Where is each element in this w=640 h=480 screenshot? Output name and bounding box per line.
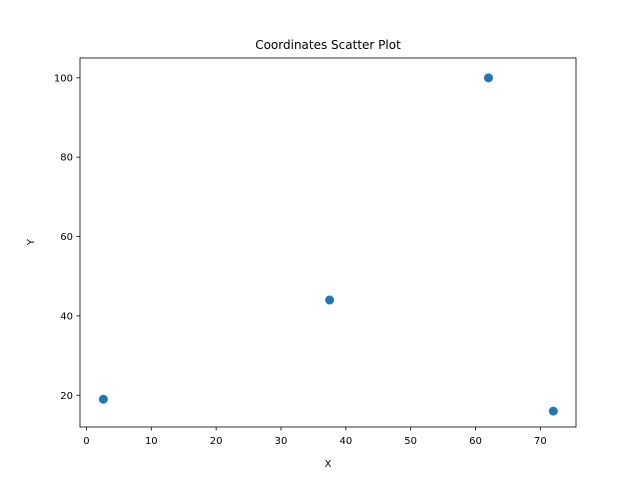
x-tick-label: 30	[275, 436, 288, 447]
y-tick-label: 100	[54, 73, 73, 84]
x-tick-label: 60	[469, 436, 482, 447]
axes-frame	[79, 57, 577, 428]
data-point	[325, 295, 335, 305]
data-point	[98, 394, 108, 404]
x-axis-ticks: 0 10 20 30 40 50 60 70	[83, 427, 547, 447]
data-point	[483, 73, 493, 83]
y-tick-label: 80	[60, 153, 73, 164]
data-points	[98, 73, 558, 416]
x-axis-label: X	[325, 459, 332, 470]
y-tick-label: 40	[60, 311, 73, 322]
x-tick-label: 0	[83, 436, 89, 447]
x-tick-label: 10	[145, 436, 158, 447]
chart-title: Coordinates Scatter Plot	[255, 38, 401, 52]
y-axis-ticks: 20 40 60 80 100	[54, 73, 80, 402]
x-tick-label: 70	[534, 436, 547, 447]
y-tick-label: 60	[60, 232, 73, 243]
x-tick-label: 50	[404, 436, 417, 447]
plot-area	[79, 57, 577, 428]
x-tick-label: 40	[339, 436, 352, 447]
data-point	[548, 406, 558, 416]
y-axis-label: Y	[26, 238, 37, 246]
x-tick-label: 20	[210, 436, 223, 447]
y-tick-label: 20	[60, 391, 73, 402]
